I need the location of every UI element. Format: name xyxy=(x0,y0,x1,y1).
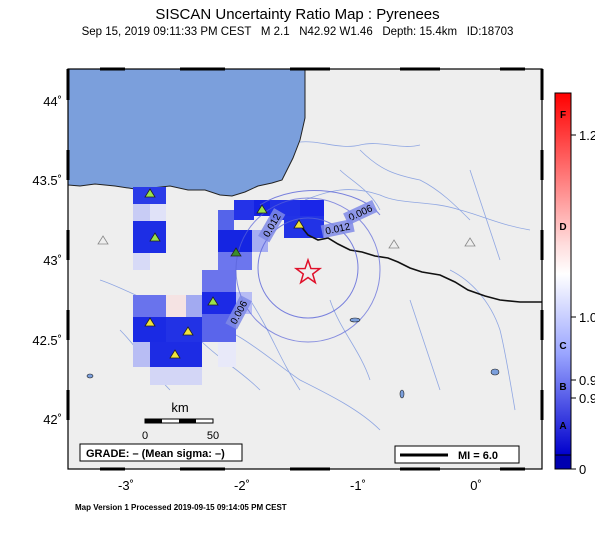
station-marker xyxy=(293,219,305,229)
lat-label: 42.5˚ xyxy=(32,333,62,348)
station-marker xyxy=(97,235,109,245)
station-marker xyxy=(388,239,400,249)
grade-d: D xyxy=(559,222,566,233)
lat-label: 42˚ xyxy=(43,412,62,427)
map-title: SISCAN Uncertainty Ratio Map : Pyrenees xyxy=(155,6,440,23)
event-location: N42.92 W1.46 xyxy=(299,26,373,38)
colorbar-value: 0.9 xyxy=(579,373,595,388)
scale-tick-0: 0 xyxy=(142,430,148,442)
colorbar-value: 0 xyxy=(579,462,586,477)
grade-a: A xyxy=(559,421,566,432)
colorbar-value: 1.0 xyxy=(579,310,595,325)
event-subtitle: Sep 15, 2019 09:11:33 PM CEST M 2.1 N42.… xyxy=(0,26,595,38)
mi-legend-text: MI = 6.0 xyxy=(458,450,498,462)
event-datetime: Sep 15, 2019 09:11:33 PM CEST xyxy=(81,26,252,38)
scale-tick-50: 50 xyxy=(207,430,219,442)
scale-unit: km xyxy=(171,400,188,415)
processing-footer: Map Version 1 Processed 2019-09-15 09:14… xyxy=(75,503,287,512)
station-marker xyxy=(149,232,161,242)
lon-label: -3˚ xyxy=(118,478,134,493)
grade-c: C xyxy=(559,341,566,352)
event-id: ID:18703 xyxy=(466,26,514,38)
frame-ticks xyxy=(66,67,544,471)
sea-bay-of-biscay xyxy=(68,69,306,197)
station-marker xyxy=(256,204,268,214)
rivers xyxy=(99,141,531,431)
grade-box: GRADE: – (Mean sigma: –) xyxy=(79,443,243,462)
station-marker xyxy=(464,237,476,247)
stations xyxy=(97,188,476,359)
uncertainty-cells xyxy=(133,187,324,385)
station-marker xyxy=(144,317,156,327)
lon-label: -1˚ xyxy=(350,478,366,493)
event-magnitude: M 2.1 xyxy=(260,26,290,38)
border-line xyxy=(299,224,542,303)
event-depth: Depth: 15.4km xyxy=(382,26,458,38)
lat-label: 44˚ xyxy=(43,94,62,109)
grade-text: GRADE: – (Mean sigma: –) xyxy=(86,448,225,460)
station-marker xyxy=(230,247,242,257)
contour-label-3: 0.012 xyxy=(325,221,352,237)
scale-bar: km 0 50 xyxy=(142,400,219,442)
lat-labels: 44˚ 43.5˚ 43˚ 42.5˚ 42˚ xyxy=(32,94,62,427)
station-marker xyxy=(144,188,156,198)
lat-label: 43˚ xyxy=(43,253,62,268)
epicenter-star xyxy=(293,257,323,285)
lakes xyxy=(86,317,500,399)
station-marker xyxy=(169,349,181,359)
lon-label: 0˚ xyxy=(470,478,482,493)
lat-label: 43.5˚ xyxy=(32,173,62,188)
grade-f: F xyxy=(560,110,566,121)
station-marker xyxy=(207,296,219,306)
mi-legend: MI = 6.0 xyxy=(394,445,520,464)
lon-label: -2˚ xyxy=(234,478,250,493)
grade-b: B xyxy=(559,382,566,393)
station-marker xyxy=(182,326,194,336)
colorbar-value: 0.9 xyxy=(579,391,595,406)
colorbar-value: 1.2 xyxy=(579,128,595,143)
lon-labels: -3˚ -2˚ -1˚ 0˚ xyxy=(118,478,482,493)
colorbar: F D C B A 1.2 1.0 0.9 0.9 0 xyxy=(554,92,595,477)
